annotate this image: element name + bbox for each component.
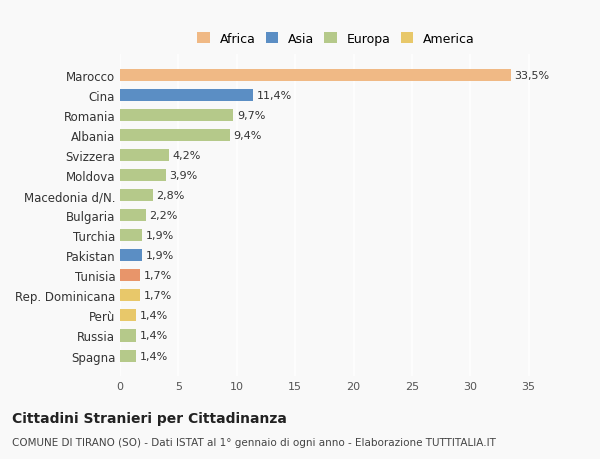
Text: 4,2%: 4,2% [173,151,201,161]
Text: 1,4%: 1,4% [140,311,168,321]
Bar [120,350,136,362]
Bar [120,290,140,302]
Bar [120,110,233,122]
Text: 2,8%: 2,8% [156,191,185,201]
Text: 33,5%: 33,5% [515,71,550,81]
Bar [120,130,230,142]
Text: 2,2%: 2,2% [149,211,178,221]
Bar [120,270,140,282]
Text: 9,7%: 9,7% [237,111,265,121]
Text: Cittadini Stranieri per Cittadinanza: Cittadini Stranieri per Cittadinanza [12,411,287,425]
Bar [120,230,142,242]
Bar [120,90,253,102]
Text: 1,4%: 1,4% [140,351,168,361]
Text: 3,9%: 3,9% [169,171,197,181]
Bar [120,170,166,182]
Bar [120,210,146,222]
Bar [120,150,169,162]
Bar [120,330,136,342]
Text: 1,7%: 1,7% [143,271,172,281]
Text: 1,9%: 1,9% [146,251,174,261]
Text: 11,4%: 11,4% [257,91,292,101]
Bar [120,250,142,262]
Text: COMUNE DI TIRANO (SO) - Dati ISTAT al 1° gennaio di ogni anno - Elaborazione TUT: COMUNE DI TIRANO (SO) - Dati ISTAT al 1°… [12,437,496,447]
Text: 1,7%: 1,7% [143,291,172,301]
Bar [120,70,511,82]
Text: 1,9%: 1,9% [146,231,174,241]
Bar [120,190,152,202]
Legend: Africa, Asia, Europa, America: Africa, Asia, Europa, America [193,29,479,50]
Bar [120,310,136,322]
Text: 1,4%: 1,4% [140,331,168,341]
Text: 9,4%: 9,4% [233,131,262,141]
